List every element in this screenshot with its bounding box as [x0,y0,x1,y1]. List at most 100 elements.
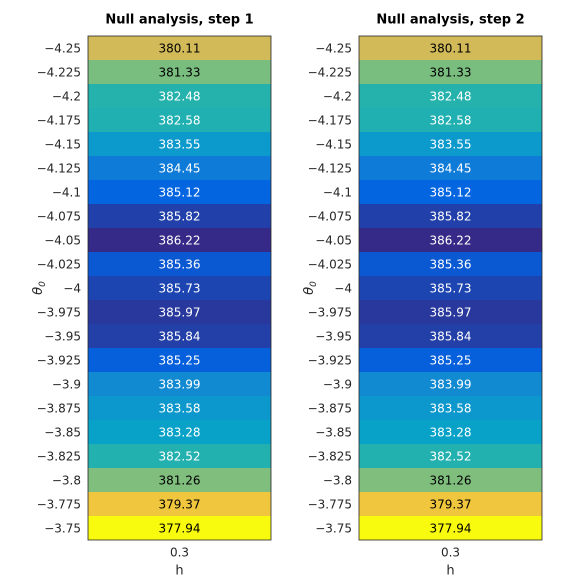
heatmap-cell [359,420,542,444]
heatmap-cell [359,36,542,60]
cell-label: 385.36 [430,258,472,272]
y-tick-label: −3.825 [37,450,81,464]
heatmap-cell [359,276,542,300]
heatmap-cell [88,84,271,108]
heatmap-cell [359,180,542,204]
y-tick-label: −4.25 [315,42,352,56]
heatmap-cell [88,300,271,324]
cell-label: 383.55 [159,138,201,152]
y-tick-label: −4.15 [44,138,81,152]
plot-frame [358,35,543,541]
heatmap-cell [359,60,542,84]
y-tick-label: −4.2 [323,90,352,104]
heatmap-cell [359,396,542,420]
heatmap-cell [88,108,271,132]
y-tick-label: −3.75 [315,522,352,536]
heatmap-cell [88,156,271,180]
cell-label: 382.48 [430,90,472,104]
y-tick-label: −4.075 [308,210,352,224]
y-tick-label: −4.025 [308,258,352,272]
heatmap-cell [88,468,271,492]
heatmap-cell [88,396,271,420]
cell-label: 383.58 [159,402,201,416]
cell-label: 379.37 [430,498,472,512]
heatmap-cell [359,516,542,540]
y-tick-label: −4.025 [37,258,81,272]
cell-label: 384.45 [159,162,201,176]
y-tick-label: −3.95 [315,330,352,344]
y-tick-label: −3.75 [44,522,81,536]
y-tick-label: −3.85 [44,426,81,440]
heatmap-cell [88,420,271,444]
cell-label: 382.58 [159,114,201,128]
x-tick-label: 0.3 [170,546,189,560]
cell-label: 377.94 [430,522,472,536]
y-tick-label: −4.25 [44,42,81,56]
y-axis-label-sub: 0 [38,281,48,287]
y-axis-label: θ0 [31,281,48,295]
y-tick-label: −3.925 [37,354,81,368]
y-tick-label: −4.05 [315,234,352,248]
y-tick-label: −3.875 [37,402,81,416]
cell-label: 382.52 [159,450,201,464]
y-tick-label: −4.125 [308,162,352,176]
y-axis-label-text: θ0 [31,281,48,295]
y-tick-label: −3.9 [323,378,352,392]
x-tick-label: 0.3 [441,546,460,560]
cell-label: 381.33 [430,66,472,80]
cell-label: 385.12 [430,186,472,200]
cell-label: 377.94 [159,522,201,536]
heatmap-cell [359,156,542,180]
heatmap-cell [359,444,542,468]
y-tick-label: −4.225 [37,66,81,80]
cell-label: 385.82 [430,210,472,224]
y-tick-label: −4.225 [308,66,352,80]
cell-label: 380.11 [159,42,201,56]
cell-label: 382.58 [430,114,472,128]
cell-label: 386.22 [430,234,472,248]
cell-label: 385.36 [159,258,201,272]
x-axis-label: h [175,564,183,579]
heatmap-cell [359,84,542,108]
y-tick-label: −3.8 [323,474,352,488]
cell-label: 385.84 [430,330,472,344]
heatmap-cell [88,60,271,84]
cell-label: 385.97 [159,306,201,320]
y-tick-label: −4.05 [44,234,81,248]
heatmap-cell [88,324,271,348]
cell-label: 385.12 [159,186,201,200]
heatmap-cell [359,108,542,132]
heatmap-cell [359,468,542,492]
cell-label: 383.99 [159,378,201,392]
cell-label: 385.25 [159,354,201,368]
y-tick-label: −3.775 [37,498,81,512]
y-tick-label: −3.975 [308,306,352,320]
cell-label: 385.97 [430,306,472,320]
cell-label: 382.52 [430,450,472,464]
y-tick-label: −3.925 [308,354,352,368]
y-tick-label: −3.975 [37,306,81,320]
cell-label: 382.48 [159,90,201,104]
y-tick-label: −3.875 [308,402,352,416]
cell-label: 381.33 [159,66,201,80]
y-tick-label: −3.775 [308,498,352,512]
cell-label: 381.26 [430,474,472,488]
y-tick-label: −3.825 [308,450,352,464]
y-tick-label: −4 [334,282,352,296]
y-tick-label: −4.075 [37,210,81,224]
y-axis-label-main: θ [31,287,46,295]
y-axis-label-sub: 0 [309,281,319,287]
heatmap-cell [88,132,271,156]
y-tick-label: −4.175 [308,114,352,128]
heatmap-cell [88,36,271,60]
heatmap-cell [88,180,271,204]
heatmap-cell [359,300,542,324]
heatmap-cell [359,492,542,516]
heatmap-cell [88,276,271,300]
heatmap-cell [88,348,271,372]
y-tick-label: −4.2 [52,90,81,104]
heatmap-cell [88,252,271,276]
y-tick-label: −4.125 [37,162,81,176]
y-tick-label: −3.8 [52,474,81,488]
